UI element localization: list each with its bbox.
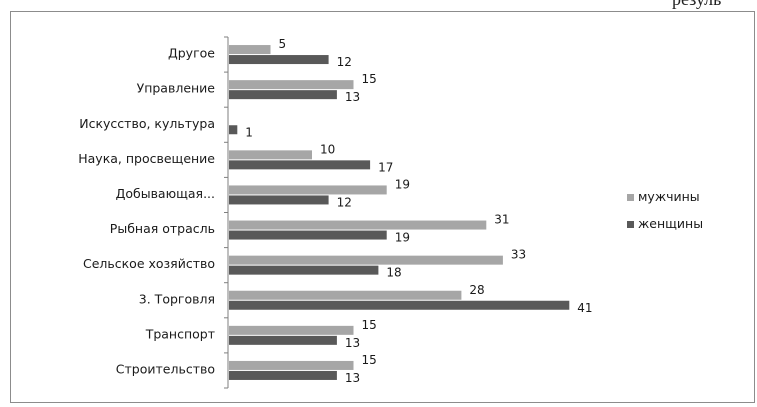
bar-women xyxy=(229,230,387,240)
value-label: 13 xyxy=(345,371,360,385)
legend: мужчины женщины xyxy=(627,189,703,231)
chart-frame xyxy=(10,11,755,403)
value-label: 31 xyxy=(494,213,509,227)
legend-swatch xyxy=(627,194,634,201)
bar-men xyxy=(229,220,487,230)
bar-men xyxy=(229,185,387,195)
bar-men xyxy=(229,80,354,90)
category-label: Транспорт xyxy=(145,326,215,341)
value-label: 13 xyxy=(345,336,360,350)
category-labels: Другое Управление Искусство, культура Наука… xyxy=(78,46,215,377)
bar-men xyxy=(229,255,503,265)
bar-women xyxy=(229,195,329,205)
legend-label: мужчины xyxy=(638,189,700,204)
category-label: Добывающая... xyxy=(116,186,215,201)
value-label: 19 xyxy=(395,231,410,245)
bar-men xyxy=(229,290,462,300)
bar-women xyxy=(229,90,337,100)
bar-women xyxy=(229,335,337,345)
value-label: 1 xyxy=(245,125,253,139)
value-label: 12 xyxy=(337,55,352,69)
value-label: 15 xyxy=(362,353,377,367)
category-label: 3. Торговля xyxy=(139,291,215,306)
bar-women xyxy=(229,300,570,310)
value-label: 15 xyxy=(362,318,377,332)
value-label: 5 xyxy=(279,37,287,51)
category-label: Искусство, культура xyxy=(79,116,215,131)
bars xyxy=(229,45,570,380)
bar-women xyxy=(229,370,337,380)
bar-women xyxy=(229,55,329,65)
value-label: 13 xyxy=(345,90,360,104)
page-top-text: резуль xyxy=(672,0,721,10)
category-label: Строительство xyxy=(116,361,215,376)
value-label: 41 xyxy=(577,301,592,315)
value-label: 19 xyxy=(395,177,410,191)
value-label: 28 xyxy=(469,283,484,297)
value-label: 18 xyxy=(386,266,401,280)
category-label: Рыбная отрасль xyxy=(110,221,215,236)
bar-men xyxy=(229,360,354,370)
y-axis-ticks xyxy=(224,36,228,389)
bar-men xyxy=(229,150,312,160)
bar-men xyxy=(229,45,271,55)
legend-swatch xyxy=(627,221,634,228)
bar-women xyxy=(229,160,371,170)
legend-label: женщины xyxy=(638,216,703,231)
value-label: 15 xyxy=(362,72,377,86)
category-label: Другое xyxy=(168,46,215,61)
value-label: 12 xyxy=(337,195,352,209)
value-label: 33 xyxy=(511,248,526,262)
bar-women xyxy=(229,265,379,275)
bar-women xyxy=(229,125,238,135)
category-label: Наука, просвещение xyxy=(78,151,215,166)
value-label: 10 xyxy=(320,142,335,156)
value-label: 17 xyxy=(378,160,393,174)
bar-men xyxy=(229,325,354,335)
category-label: Управление xyxy=(137,81,216,96)
category-label: Сельское хозяйство xyxy=(83,256,215,271)
